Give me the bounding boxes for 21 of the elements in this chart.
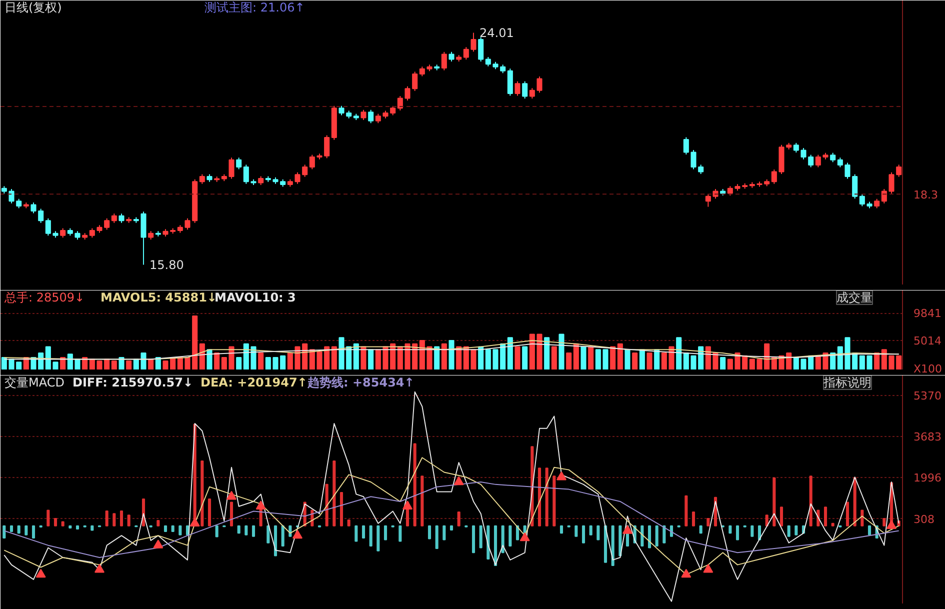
chart-title: 总手: 28509↓ bbox=[4, 290, 85, 304]
y-tick-label: 9841 bbox=[914, 307, 942, 320]
y-tick-label: 5370 bbox=[914, 390, 942, 403]
text: MAVOL5: 45881↓ bbox=[100, 290, 217, 304]
y-tick-label: 1996 bbox=[914, 472, 942, 485]
y-tick-label: 3683 bbox=[914, 430, 942, 444]
chart-title: 交量MACD bbox=[4, 376, 64, 390]
text: 趋势线: +85434↑ bbox=[306, 376, 414, 390]
annotation: 24.01 bbox=[480, 26, 514, 40]
y-tick-label: 308 bbox=[914, 512, 934, 526]
annotation: 测试主图: 21.06↑ bbox=[204, 0, 305, 14]
text: DIFF: 215970.57↓ bbox=[72, 376, 194, 390]
text: DEA: +201947↑ bbox=[200, 376, 308, 390]
ref-line-label: 18.3 bbox=[914, 188, 938, 202]
annotation: 15.80 bbox=[150, 258, 184, 272]
y-tick-label: X100 bbox=[914, 362, 942, 376]
y-tick-label: 5014 bbox=[914, 334, 942, 348]
annotation: 成交量 bbox=[836, 290, 872, 304]
annotation: 指标说明 bbox=[822, 376, 872, 390]
chart-title: 日线(复权) bbox=[4, 0, 62, 14]
text: MAVOL10: 3 bbox=[214, 290, 296, 304]
